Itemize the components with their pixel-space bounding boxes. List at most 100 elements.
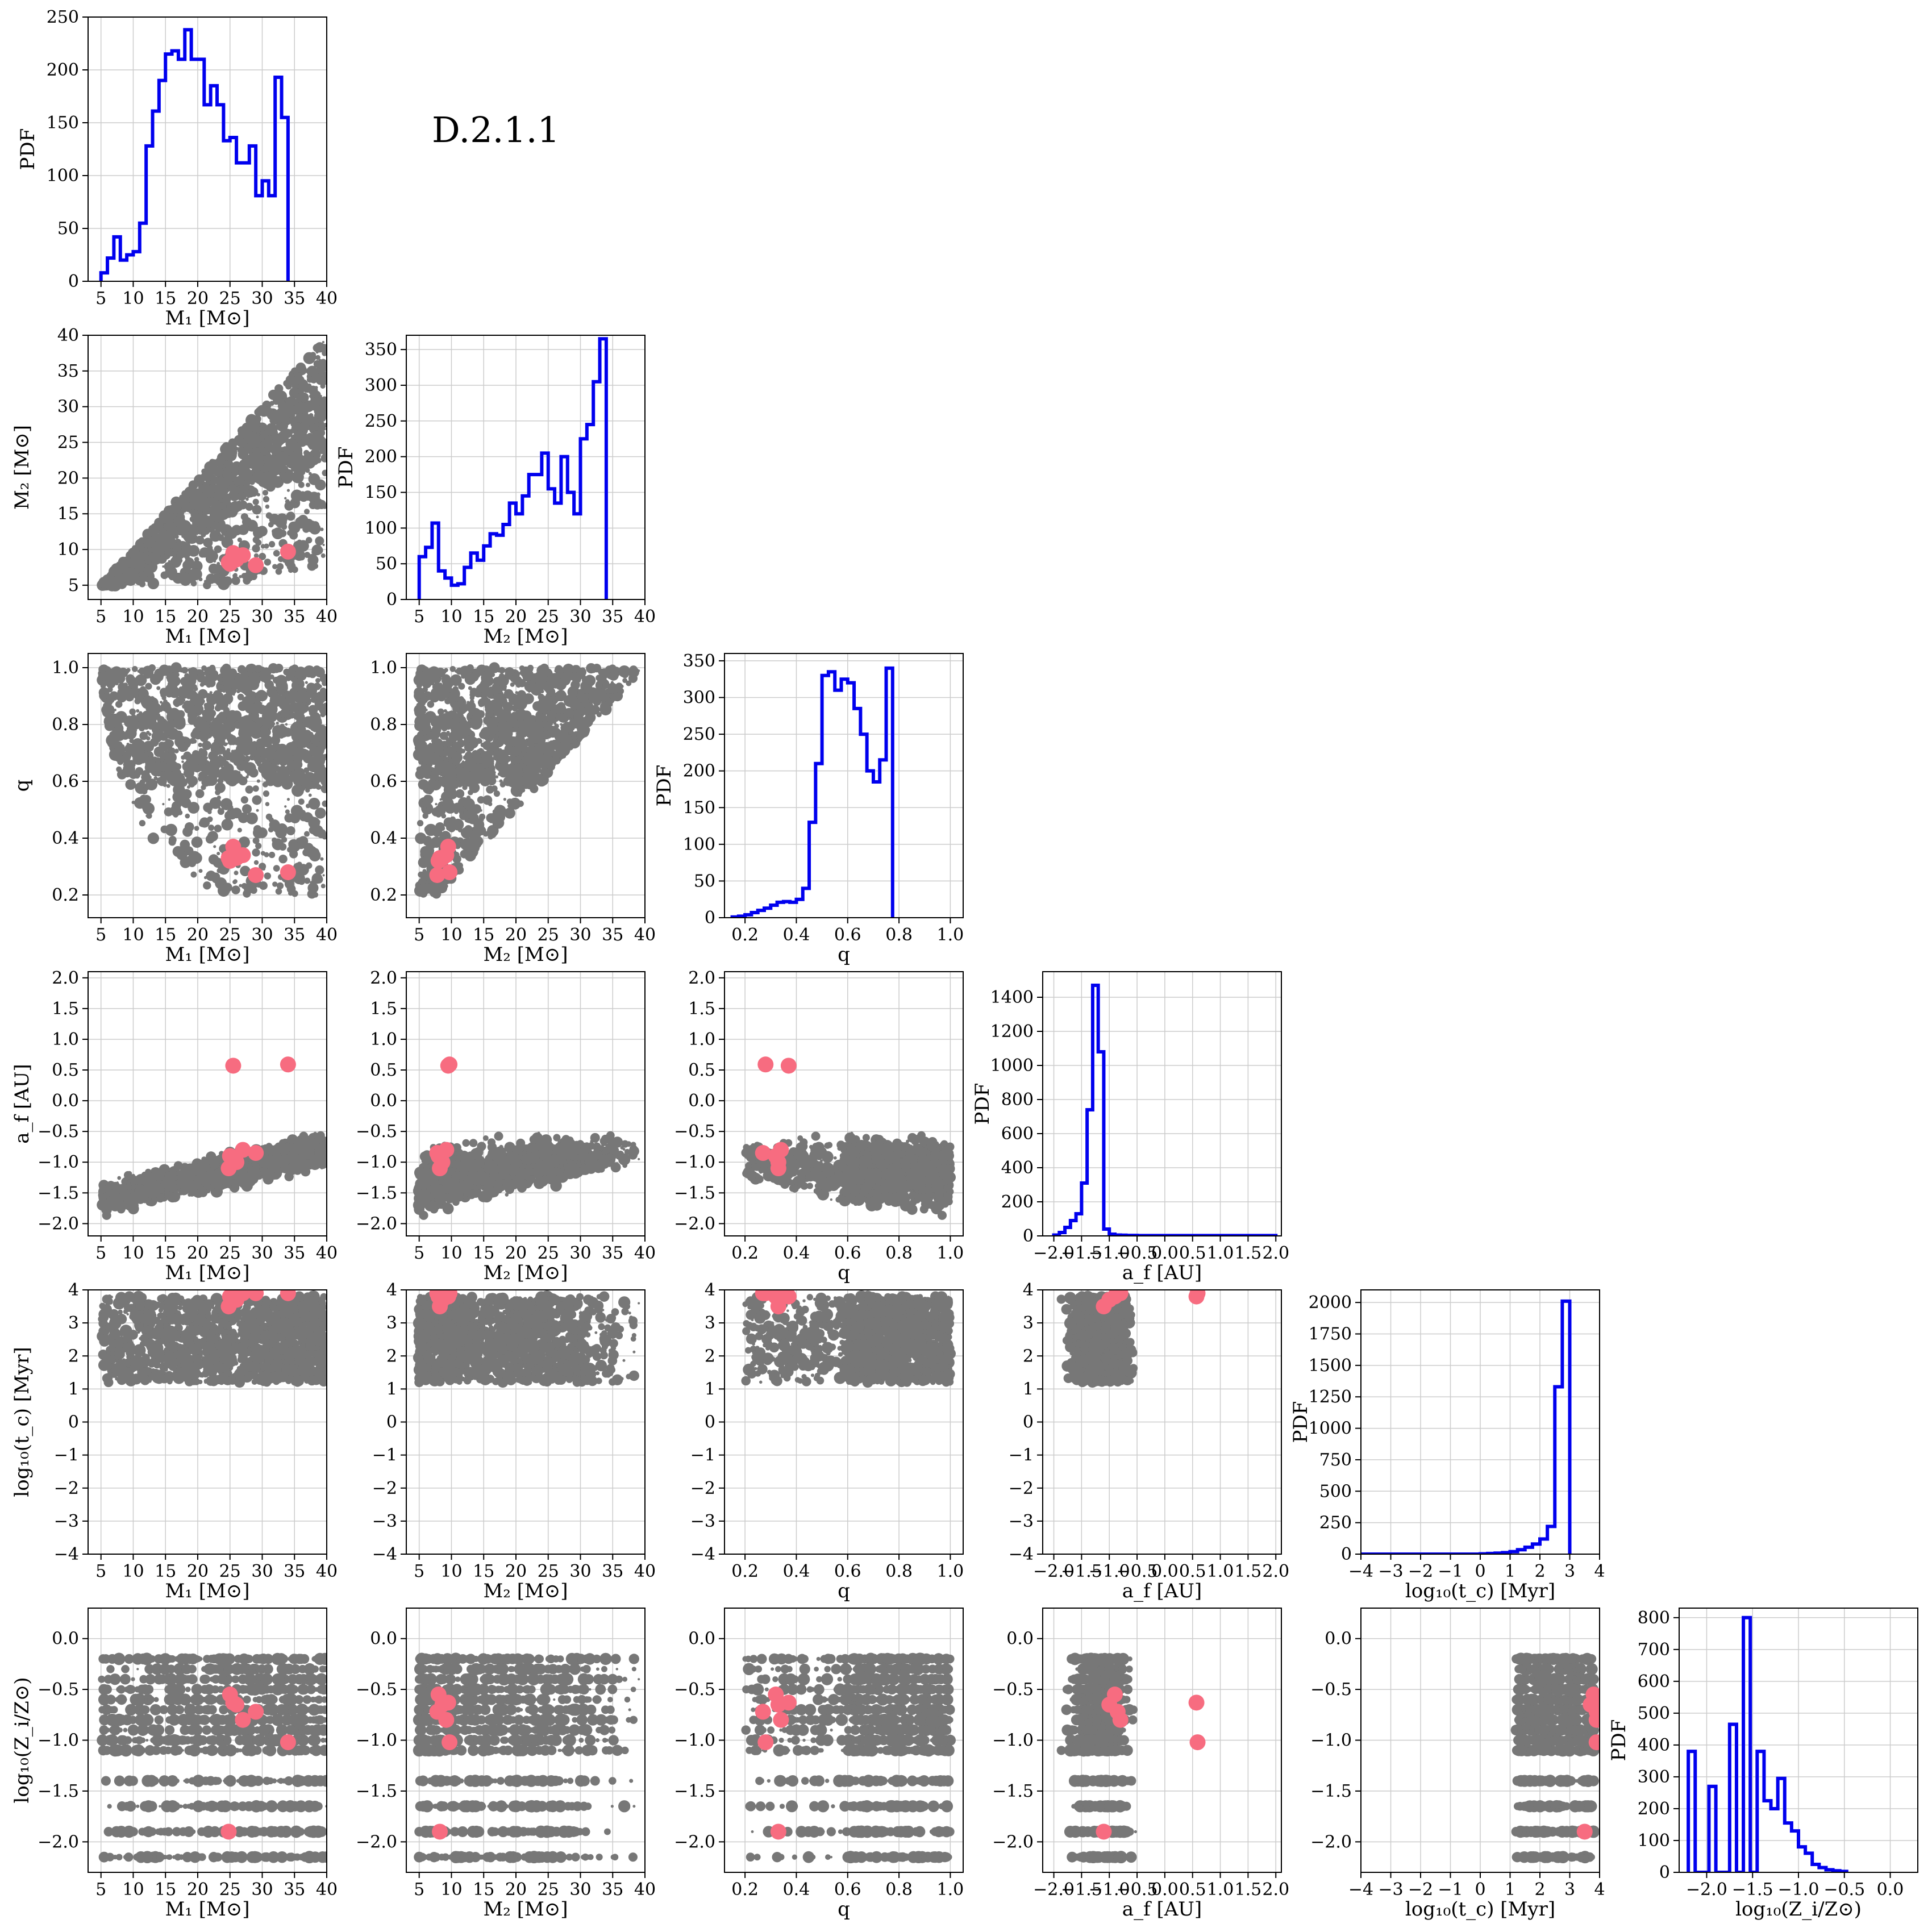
background-point [309,743,316,750]
background-point [265,482,276,492]
background-point [418,779,429,790]
background-point [308,492,320,504]
background-point [256,469,261,473]
background-point [181,773,184,776]
background-point [505,763,509,767]
background-point [170,805,182,817]
background-point [195,535,205,545]
background-point [306,702,309,705]
background-point [273,689,277,693]
background-point [209,530,222,542]
background-point [319,359,327,366]
background-point [143,540,150,547]
background-point [198,577,203,582]
background-point [544,668,551,674]
background-point [292,502,298,509]
x-tick-label: 25 [538,607,559,627]
background-point [217,577,230,590]
background-point [418,871,424,878]
y-tick-label: 1.0 [52,658,79,678]
background-point [284,879,294,889]
background-point [589,722,592,724]
background-point [322,340,324,344]
background-point [281,778,293,790]
background-point [444,698,451,705]
background-point [455,785,459,789]
background-point [311,521,320,530]
background-point [260,725,269,734]
background-point [568,730,573,735]
background-point [311,698,314,701]
background-point [194,493,204,503]
background-point [261,472,267,479]
background-point [498,731,509,741]
background-point [503,748,509,753]
background-point [107,686,113,693]
background-point [322,543,325,546]
background-point [525,750,538,763]
background-point [303,767,310,773]
background-point [242,747,251,756]
background-point [576,724,581,730]
background-point [143,785,149,791]
background-point [601,699,610,708]
background-point [256,747,261,751]
background-point [464,751,473,760]
background-point [265,454,270,459]
background-point [305,681,308,684]
background-point [252,505,262,515]
background-point [201,676,211,686]
background-point [214,545,222,553]
background-point [486,713,490,716]
background-point [280,680,285,685]
background-point [622,678,628,683]
background-point [263,790,270,797]
background-point [306,536,313,544]
background-point [243,781,247,785]
x-axis-label: M₂ [M⊙] [483,943,568,966]
background-point [221,818,234,831]
background-point [311,456,314,460]
background-point [295,722,305,732]
background-point [217,508,230,521]
background-point [460,748,466,753]
background-point [572,674,581,684]
x-tick-label: 5 [95,289,106,309]
background-point [206,775,218,786]
background-point [293,671,295,673]
background-point [263,741,268,746]
background-point [306,365,318,377]
background-point [198,513,203,518]
background-point [470,715,483,728]
background-point [583,726,590,734]
background-point [438,777,445,785]
background-point [124,743,136,755]
y-tick-label: 15 [57,504,79,524]
background-point [233,778,238,782]
background-point [502,684,507,689]
background-point [440,766,446,772]
background-point [285,723,288,726]
background-point [631,676,636,681]
background-point [480,696,490,706]
background-point [275,568,282,575]
x-tick-label: 20 [187,607,209,627]
background-point [512,800,517,805]
background-point [507,803,513,809]
background-point [320,760,325,765]
y-tick-label: 30 [57,397,79,417]
background-point [280,723,285,728]
background-point [148,574,151,577]
background-point [205,693,211,699]
background-point [204,882,207,885]
background-point [290,842,301,852]
background-point [203,702,209,707]
background-point [563,664,573,673]
background-point [170,662,182,673]
background-point [303,665,315,678]
background-point [287,744,298,755]
background-point [238,464,251,477]
x-tick-label: 30 [251,289,273,309]
background-point [286,489,290,492]
